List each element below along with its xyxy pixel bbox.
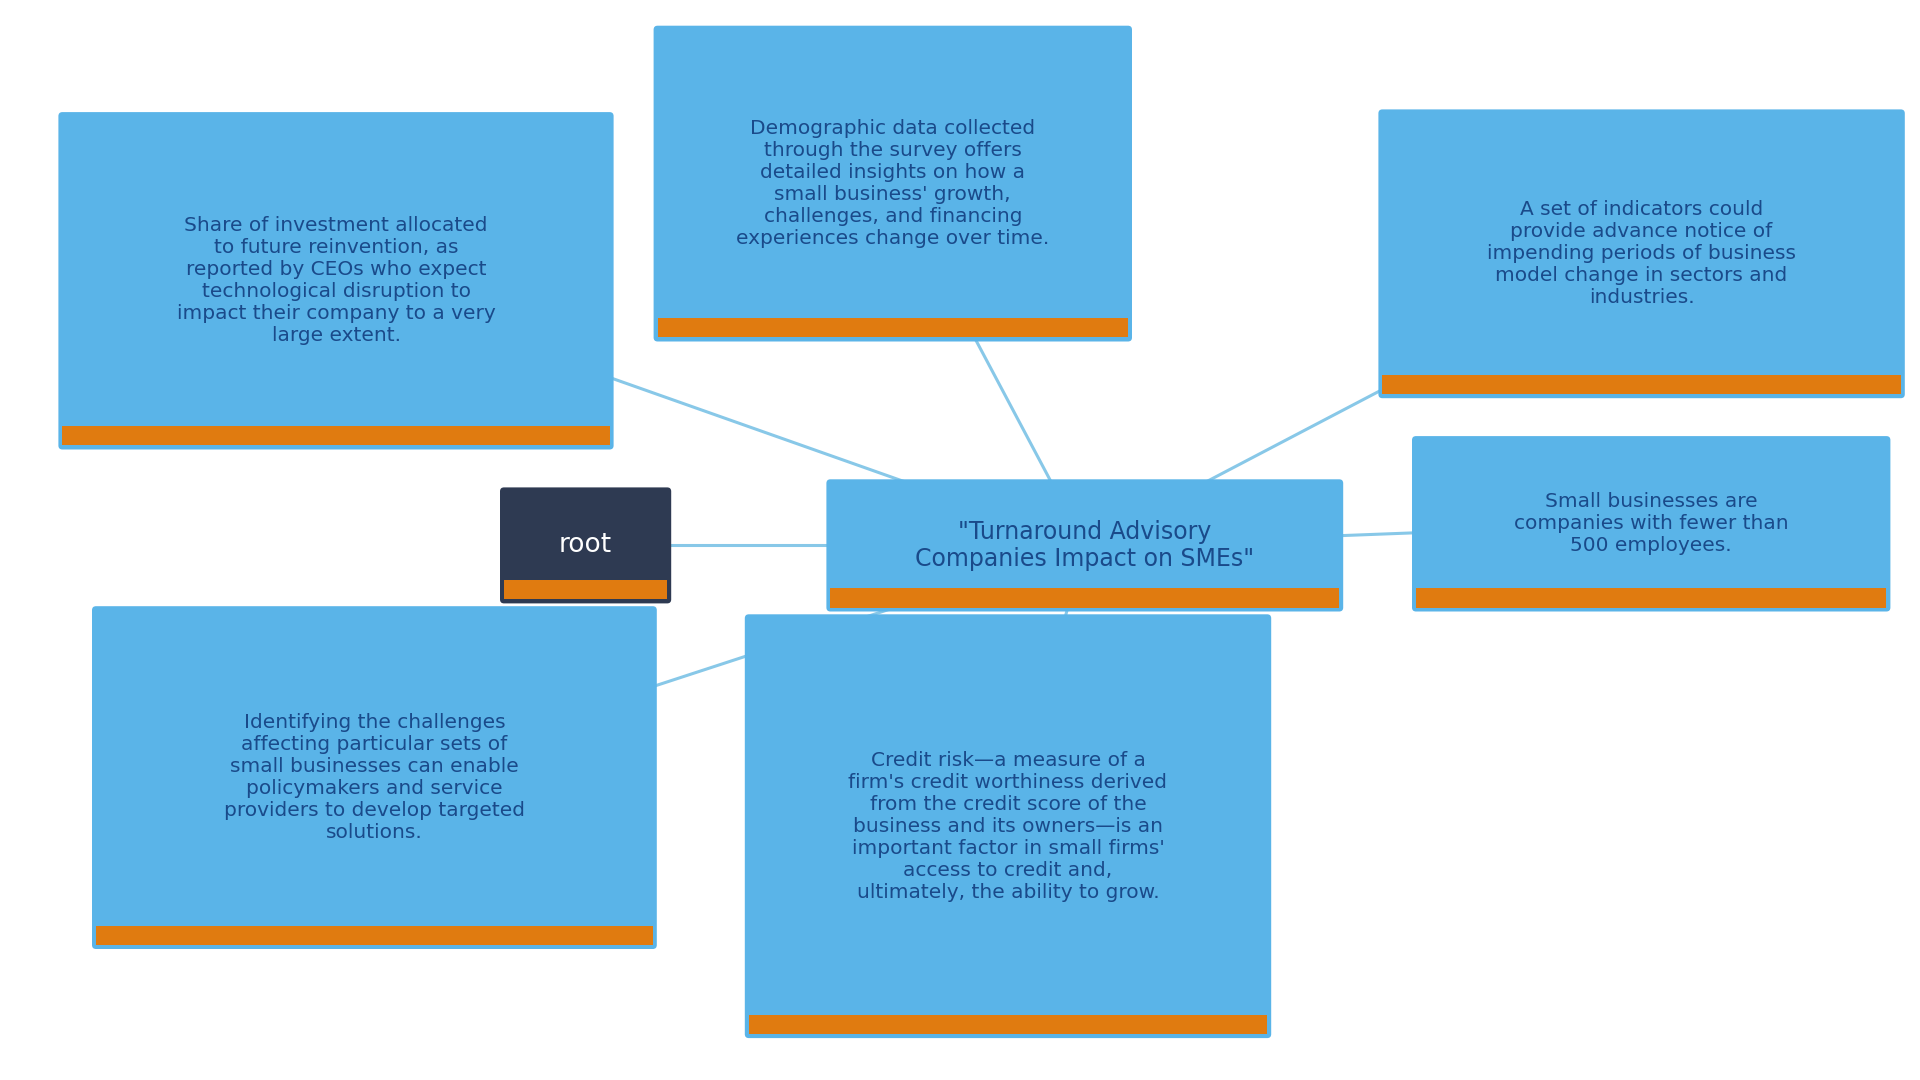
Text: A set of indicators could
provide advance notice of
impending periods of busines: A set of indicators could provide advanc… [1488, 200, 1795, 308]
FancyBboxPatch shape [745, 615, 1271, 1038]
FancyBboxPatch shape [1411, 436, 1891, 611]
Bar [96, 926, 653, 945]
Text: root: root [559, 532, 612, 558]
Text: Share of investment allocated
to future reinvention, as
reported by CEOs who exp: Share of investment allocated to future … [177, 216, 495, 346]
Text: Credit risk—a measure of a
firm's credit worthiness derived
from the credit scor: Credit risk—a measure of a firm's credit… [849, 751, 1167, 902]
Bar [1382, 375, 1901, 394]
Text: Identifying the challenges
affecting particular sets of
small businesses can ena: Identifying the challenges affecting par… [225, 713, 524, 842]
Bar [503, 580, 668, 599]
FancyBboxPatch shape [1379, 109, 1905, 399]
FancyBboxPatch shape [653, 26, 1133, 341]
Bar [749, 1015, 1267, 1035]
Text: Small businesses are
companies with fewer than
500 employees.: Small businesses are companies with fewe… [1513, 492, 1789, 555]
Bar [1417, 588, 1885, 607]
Text: Demographic data collected
through the survey offers
detailed insights on how a
: Demographic data collected through the s… [735, 119, 1050, 248]
Text: "Turnaround Advisory
Companies Impact on SMEs": "Turnaround Advisory Companies Impact on… [916, 519, 1254, 571]
FancyBboxPatch shape [499, 487, 672, 604]
FancyBboxPatch shape [92, 606, 657, 949]
Bar [63, 426, 609, 445]
FancyBboxPatch shape [58, 112, 614, 449]
Bar [829, 588, 1340, 607]
FancyBboxPatch shape [826, 480, 1344, 611]
Bar [659, 318, 1129, 337]
